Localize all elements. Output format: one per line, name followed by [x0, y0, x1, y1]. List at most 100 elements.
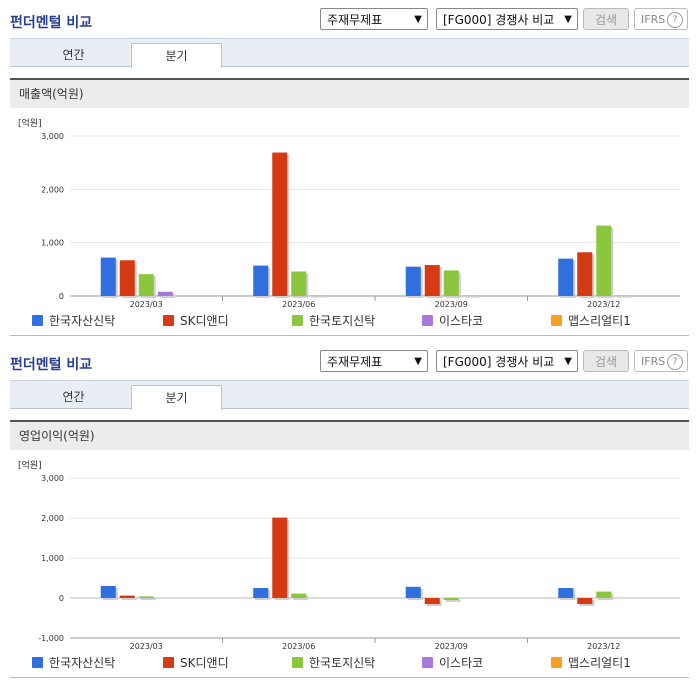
legend-swatch: [163, 657, 174, 668]
bar[interactable]: [157, 291, 173, 296]
peer-group-select-value: [FG000] 경쟁사 비교: [443, 13, 555, 27]
panel-header: 펀더멘털 비교 주재무제표 ▼ [FG000] 경쟁사 비교 ▼ 검색 IFRS?: [0, 0, 696, 38]
legend-item[interactable]: 한국자산신탁: [32, 654, 115, 672]
search-button[interactable]: 검색: [583, 8, 629, 30]
search-button[interactable]: 검색: [583, 350, 629, 372]
bar[interactable]: [253, 588, 269, 598]
legend-swatch: [163, 315, 174, 326]
bar[interactable]: [424, 598, 440, 604]
x-tick-label: 2023/09: [435, 642, 468, 650]
chart-title: 매출액(억원): [10, 78, 689, 108]
bar[interactable]: [291, 271, 307, 296]
legend-swatch: [292, 657, 303, 668]
bar[interactable]: [119, 595, 135, 598]
y-tick-label: 1,000: [41, 239, 64, 248]
bar[interactable]: [272, 517, 288, 598]
ifrs-button[interactable]: IFRS?: [634, 8, 688, 30]
y-tick-label: 2,000: [41, 185, 64, 194]
legend-label: SK디앤디: [180, 656, 229, 670]
panel-title: 펀더멘털 비교: [10, 357, 93, 373]
help-icon: ?: [667, 354, 683, 370]
bar-shadow: [140, 598, 156, 600]
legend-label: 한국자산신탁: [49, 314, 116, 328]
bar[interactable]: [558, 258, 574, 296]
chart-area: [억원] 0 1,000 2,000 3,000 2023/03 2023/06 2023/0…: [10, 108, 689, 336]
x-tick-label: 2023/09: [435, 300, 468, 308]
tab-annual[interactable]: 연간: [62, 48, 85, 62]
bar[interactable]: [138, 596, 154, 598]
chart-legend: 한국자산신탁 SK디앤디 한국토지신탁 이스타코 맵스리얼티1: [10, 312, 689, 332]
period-tabs: 연간 분기: [10, 380, 689, 410]
legend-item[interactable]: 한국토지신탁: [292, 654, 375, 672]
x-tick-label: 2023/03: [130, 300, 163, 308]
bar[interactable]: [596, 591, 612, 598]
tab-annual[interactable]: 연간: [62, 390, 85, 404]
y-unit-label: [억원]: [18, 117, 42, 129]
ifrs-button[interactable]: IFRS?: [634, 350, 688, 372]
tab-quarterly[interactable]: 분기: [131, 43, 222, 68]
bar[interactable]: [577, 252, 593, 296]
bar[interactable]: [443, 270, 459, 296]
bar-shadow: [464, 297, 480, 298]
statement-select[interactable]: 주재무제표 ▼: [320, 350, 428, 372]
bar[interactable]: [310, 295, 326, 296]
bar[interactable]: [405, 586, 421, 598]
y-tick-label: 1,000: [41, 554, 64, 563]
x-tick-label: 2023/06: [282, 642, 315, 650]
legend-item[interactable]: 이스타코: [422, 312, 483, 330]
y-tick-label: 2,000: [41, 514, 64, 523]
bar[interactable]: [100, 257, 116, 296]
legend-label: 맵스리얼티1: [568, 656, 631, 670]
bar[interactable]: [596, 225, 612, 296]
legend-label: 한국자산신탁: [49, 656, 116, 670]
y-tick-label: 0: [59, 292, 64, 301]
legend-label: 한국토지신탁: [309, 656, 376, 670]
panel-header: 펀더멘털 비교 주재무제표 ▼ [FG000] 경쟁사 비교 ▼ 검색 IFRS?: [0, 342, 696, 380]
peer-group-select-value: [FG000] 경쟁사 비교: [443, 355, 555, 369]
chevron-down-icon: ▼: [564, 356, 572, 367]
bar[interactable]: [405, 266, 421, 296]
bar[interactable]: [577, 598, 593, 604]
legend-item[interactable]: 맵스리얼티1: [551, 654, 631, 672]
tab-quarterly[interactable]: 분기: [131, 385, 222, 410]
y-tick-label: 3,000: [41, 132, 64, 141]
legend-item[interactable]: 이스타코: [422, 654, 483, 672]
bar[interactable]: [424, 265, 440, 296]
y-tick-label: 0: [59, 594, 64, 603]
legend-swatch: [551, 315, 562, 326]
chart-legend: 한국자산신탁 SK디앤디 한국토지신탁 이스타코 맵스리얼티1: [10, 654, 689, 674]
legend-swatch: [422, 657, 433, 668]
peer-group-select[interactable]: [FG000] 경쟁사 비교 ▼: [436, 350, 578, 372]
bar[interactable]: [119, 260, 135, 296]
legend-item[interactable]: 맵스리얼티1: [551, 312, 631, 330]
legend-label: 한국토지신탁: [309, 314, 376, 328]
y-unit-label: [억원]: [18, 459, 42, 471]
legend-item[interactable]: SK디앤디: [163, 654, 229, 672]
bar[interactable]: [615, 295, 631, 296]
legend-swatch: [32, 315, 43, 326]
bar[interactable]: [253, 265, 269, 296]
statement-select-value: 주재무제표: [327, 13, 383, 27]
peer-group-select[interactable]: [FG000] 경쟁사 비교 ▼: [436, 8, 578, 30]
bar[interactable]: [462, 295, 478, 296]
statement-select-value: 주재무제표: [327, 355, 383, 369]
legend-item[interactable]: SK디앤디: [163, 312, 229, 330]
chart-area: [억원] -1,000 0 1,000 2,000 3,000 2023/03 2023/06…: [10, 450, 689, 678]
x-tick-label: 2023/06: [282, 300, 315, 308]
bar[interactable]: [291, 593, 307, 598]
legend-label: 이스타코: [439, 314, 484, 328]
x-tick-label: 2023/12: [587, 300, 620, 308]
bar[interactable]: [272, 152, 288, 296]
ifrs-label: IFRS: [641, 13, 666, 26]
bar[interactable]: [100, 586, 116, 598]
period-tabs: 연간 분기: [10, 38, 689, 68]
legend-item[interactable]: 한국자산신탁: [32, 312, 115, 330]
bar[interactable]: [558, 588, 574, 598]
bar[interactable]: [443, 598, 459, 600]
legend-swatch: [292, 315, 303, 326]
bar[interactable]: [138, 274, 154, 296]
statement-select[interactable]: 주재무제표 ▼: [320, 8, 428, 30]
fundamental-panel-revenue: 펀더멘털 비교 주재무제표 ▼ [FG000] 경쟁사 비교 ▼ 검색 IFRS? …: [0, 0, 696, 340]
legend-item[interactable]: 한국토지신탁: [292, 312, 375, 330]
operating-income-chart: [억원] -1,000 0 1,000 2,000 3,000 2023/03 2023/06…: [18, 459, 680, 650]
